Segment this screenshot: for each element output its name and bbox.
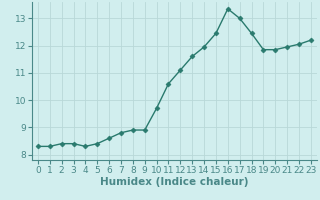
X-axis label: Humidex (Indice chaleur): Humidex (Indice chaleur) — [100, 177, 249, 187]
